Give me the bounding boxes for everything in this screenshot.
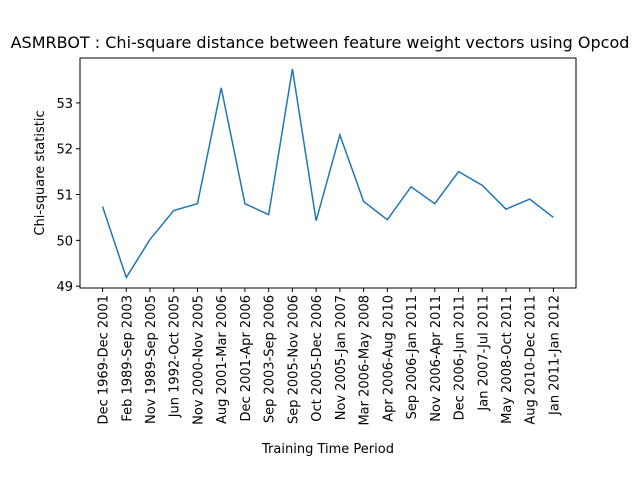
y-tick-label: 50	[56, 234, 73, 249]
y-tick-label: 52	[56, 143, 73, 158]
x-tick-label: Nov 2000-Nov 2005	[191, 295, 206, 425]
plot-frame	[79, 57, 577, 289]
x-tick-label: May 2008-Oct 2011	[500, 295, 515, 424]
x-tick-label: Sep 2003-Sep 2006	[263, 295, 278, 423]
chart-title: ASMRBOT : Chi-square distance between fe…	[11, 33, 630, 52]
x-tick-label: Jun 1992-Oct 2005	[168, 295, 183, 418]
x-tick-label: Jan 2011-Jan 2012	[547, 295, 562, 416]
y-tick-label: 51	[56, 189, 73, 204]
x-tick-label: Apr 2006-Aug 2010	[381, 295, 396, 422]
x-tick-label: Dec 2001-Apr 2006	[239, 295, 254, 421]
x-tick-label: Sep 2005-Nov 2006	[286, 295, 301, 424]
y-axis-label: Chi-square statistic	[33, 110, 48, 235]
x-tick-label: Oct 2005-Dec 2006	[310, 295, 325, 422]
x-tick-label: Jan 2007-Jul 2011	[476, 295, 491, 412]
x-tick-label: Aug 2001-Mar 2006	[215, 295, 230, 424]
x-tick-label: Feb 1989-Sep 2003	[120, 295, 135, 422]
data-line	[101, 68, 554, 280]
x-axis-label: Training Time Period	[261, 442, 394, 457]
x-tick-label: Nov 2005-Jan 2007	[334, 295, 349, 420]
y-tick-label: 53	[56, 97, 73, 112]
x-tick-label: Dec 1969-Dec 2001	[97, 295, 112, 424]
y-tick-label: 49	[56, 280, 73, 295]
x-tick-label: Mar 2006-May 2008	[358, 295, 373, 426]
x-tick-label: Dec 2006-Jun 2011	[453, 295, 468, 420]
x-tick-label: Aug 2010-Dec 2011	[524, 295, 539, 425]
x-tick-label: Sep 2006-Jan 2011	[405, 295, 420, 419]
x-tick-label: Nov 1989-Sep 2005	[144, 295, 159, 424]
x-tick-label: Nov 2006-Apr 2011	[429, 295, 444, 422]
